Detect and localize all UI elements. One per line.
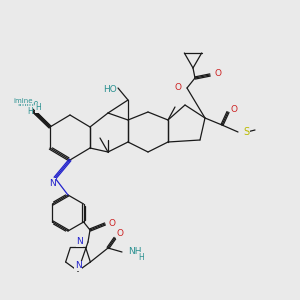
Text: S: S — [243, 127, 249, 137]
Text: N: N — [75, 262, 81, 271]
Text: O: O — [230, 106, 238, 115]
Text: H: H — [27, 107, 33, 116]
Text: HO: HO — [103, 85, 117, 94]
Text: imine: imine — [13, 98, 33, 104]
Text: imine: imine — [17, 98, 39, 107]
Text: NH: NH — [128, 248, 142, 256]
Text: O: O — [214, 68, 221, 77]
Text: H: H — [138, 253, 144, 262]
Text: O: O — [116, 230, 124, 238]
Text: N: N — [76, 238, 83, 247]
Text: N: N — [49, 178, 56, 188]
Text: O: O — [109, 220, 116, 229]
Text: O: O — [175, 83, 182, 92]
Text: H: H — [35, 103, 41, 112]
